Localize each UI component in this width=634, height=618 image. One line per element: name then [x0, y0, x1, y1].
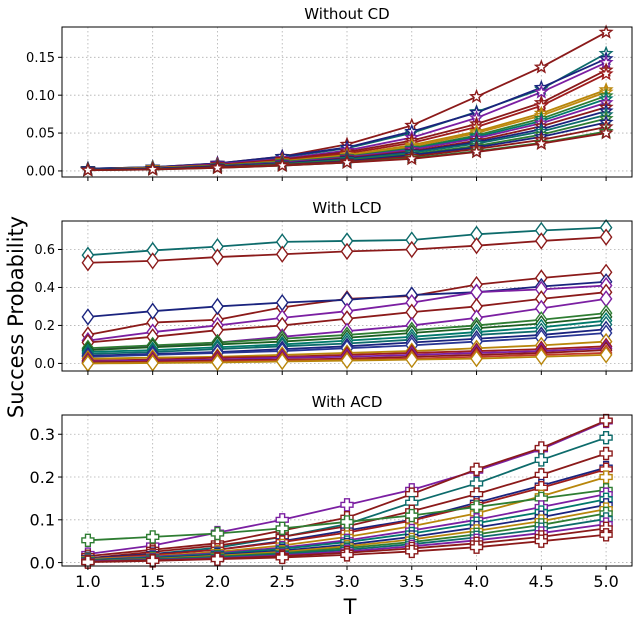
- data-point: [599, 528, 613, 542]
- y-tick-label: 0.1: [30, 511, 55, 530]
- data-point: [405, 240, 419, 259]
- x-tick-label: 4.0: [464, 572, 489, 591]
- data-point: [145, 554, 160, 568]
- data-point: [599, 470, 613, 484]
- chart-title: Without CD: [304, 5, 389, 23]
- y-tick-label: 0.6: [34, 243, 55, 258]
- data-point: [211, 248, 224, 266]
- data-point: [470, 349, 483, 368]
- data-point: [404, 150, 420, 166]
- data-point: [598, 125, 614, 140]
- y-tick-label: 0.4: [34, 281, 55, 296]
- y-tick-label: 0.0: [34, 357, 55, 372]
- data-point: [469, 540, 484, 554]
- data-point: [210, 552, 225, 566]
- data-point: [469, 500, 484, 514]
- y-tick-label: 0.2: [34, 319, 55, 334]
- data-point: [469, 144, 485, 159]
- data-point: [211, 353, 224, 372]
- figure-y-axis-label: Success Probability: [4, 216, 28, 418]
- data-point: [275, 245, 289, 263]
- x-tick-label: 3.5: [399, 572, 424, 591]
- figure-x-axis-label: T: [343, 595, 357, 618]
- data-point: [405, 508, 419, 523]
- data-point: [469, 462, 484, 477]
- data-point: [534, 232, 548, 250]
- data-point: [599, 228, 613, 246]
- chart-panel: 0.0 0.1 0.2 0.3 1.0 1.5 2.0 2.5 3.0 3.5 4.0 4.5 5.0 W…: [30, 393, 633, 591]
- y-tick-label: 0.0: [30, 553, 55, 572]
- y-tick-label: 0.2: [30, 468, 55, 487]
- chart-panel: 0.0 0.2 0.4 0.6 With LCD: [34, 199, 633, 375]
- data-point: [145, 161, 161, 176]
- data-point: [470, 237, 483, 255]
- data-point: [340, 242, 354, 261]
- x-tick-label: 3.0: [334, 572, 359, 591]
- data-point: [275, 550, 289, 565]
- x-tick-label: 4.5: [529, 572, 554, 591]
- data-point: [275, 352, 289, 371]
- data-point: [211, 297, 224, 316]
- data-point: [405, 350, 419, 369]
- data-point: [533, 59, 549, 74]
- y-tick-label: 0.3: [30, 425, 55, 444]
- data-point: [210, 526, 225, 541]
- data-point: [469, 88, 485, 104]
- x-tick-label: 2.5: [270, 572, 295, 591]
- data-point: [599, 430, 613, 445]
- chart-panel: 0.00 0.05 0.10 0.15 Without CD: [26, 5, 633, 181]
- data-point: [145, 530, 160, 544]
- data-point: [598, 66, 614, 81]
- data-point: [81, 555, 95, 569]
- data-point: [274, 157, 290, 173]
- data-point: [599, 346, 613, 364]
- data-point: [81, 308, 95, 326]
- data-point: [146, 302, 160, 320]
- data-point: [533, 135, 549, 151]
- data-point: [275, 521, 289, 536]
- data-point: [534, 453, 549, 467]
- data-point: [80, 162, 96, 177]
- data-point: [405, 544, 419, 559]
- x-tick-label: 5.0: [593, 572, 618, 591]
- data-point: [599, 446, 613, 461]
- data-point: [534, 348, 548, 366]
- data-point: [533, 84, 549, 99]
- x-tick-label: 2.0: [205, 572, 230, 591]
- data-point: [146, 252, 160, 270]
- data-point: [340, 515, 354, 529]
- data-point: [81, 533, 95, 548]
- chart-title: With ACD: [312, 393, 383, 411]
- y-tick-label: 0.15: [26, 51, 55, 66]
- data-point: [81, 254, 95, 272]
- data-point: [599, 413, 613, 428]
- y-tick-label: 0.05: [26, 127, 55, 142]
- y-tick-label: 0.10: [26, 89, 55, 104]
- chart-title: With LCD: [312, 199, 381, 217]
- data-point: [340, 498, 354, 512]
- x-tick-label: 1.5: [140, 572, 165, 591]
- data-point: [209, 159, 225, 175]
- x-tick-label: 1.0: [75, 572, 100, 591]
- data-point: [340, 351, 354, 370]
- data-point: [340, 548, 354, 562]
- y-tick-label: 0.00: [26, 165, 55, 180]
- data-point: [534, 534, 549, 548]
- data-point: [339, 154, 355, 170]
- data-point: [598, 24, 614, 39]
